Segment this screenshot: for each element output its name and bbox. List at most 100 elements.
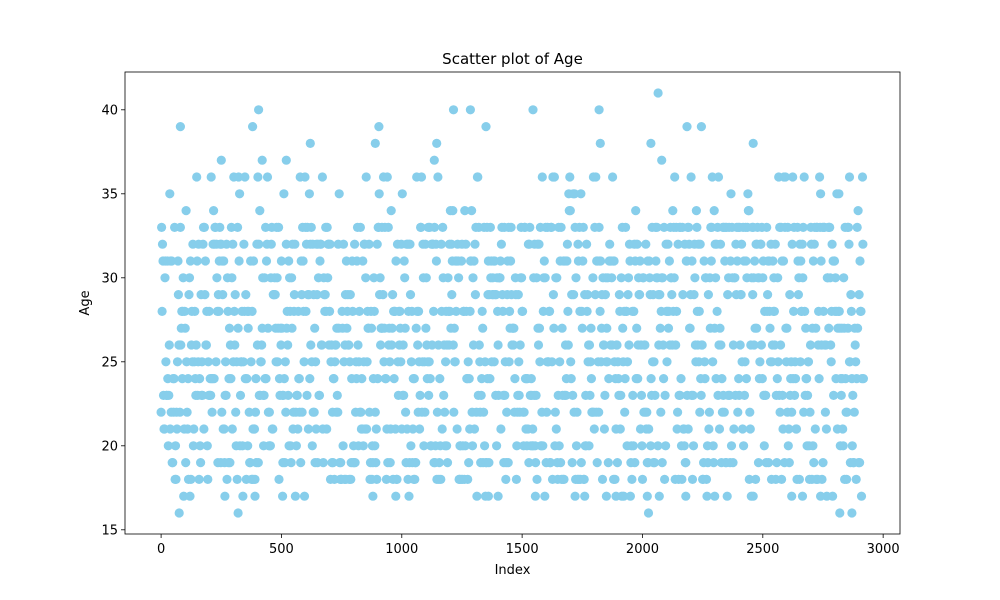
data-point xyxy=(491,290,501,300)
x-tick-label: 2500 xyxy=(746,542,779,557)
data-point xyxy=(741,374,752,384)
data-point xyxy=(814,374,824,384)
data-point xyxy=(531,390,541,400)
data-point xyxy=(400,273,410,283)
data-point xyxy=(569,290,579,300)
data-point xyxy=(452,424,462,434)
data-point xyxy=(485,222,495,232)
data-point xyxy=(470,290,480,300)
data-point xyxy=(826,357,836,367)
data-point xyxy=(182,407,192,417)
data-point xyxy=(415,424,425,434)
data-point xyxy=(700,357,710,367)
data-point xyxy=(404,491,414,501)
data-point xyxy=(810,424,820,434)
data-point xyxy=(784,424,794,434)
data-point xyxy=(582,306,592,316)
data-point xyxy=(514,390,524,400)
data-point xyxy=(199,424,209,434)
data-point xyxy=(406,441,416,451)
data-point xyxy=(751,474,761,484)
data-point xyxy=(695,239,705,249)
y-tick-label: 40 xyxy=(101,103,118,118)
data-point xyxy=(274,222,284,232)
data-point xyxy=(312,290,322,300)
data-point xyxy=(551,424,561,434)
data-point xyxy=(217,407,227,417)
data-point xyxy=(566,374,576,384)
data-point xyxy=(672,306,682,316)
data-point xyxy=(824,323,834,333)
data-point xyxy=(253,458,263,468)
data-point xyxy=(157,222,167,232)
data-point xyxy=(695,407,705,417)
data-point xyxy=(825,222,835,232)
data-point xyxy=(772,458,782,468)
data-point xyxy=(748,138,758,148)
data-point xyxy=(577,323,587,333)
data-point xyxy=(775,407,785,417)
data-point xyxy=(161,357,171,367)
data-point xyxy=(778,256,789,266)
data-point xyxy=(818,458,828,468)
data-point xyxy=(613,374,624,384)
data-point xyxy=(310,323,320,333)
data-point xyxy=(737,239,747,249)
data-point xyxy=(336,458,346,468)
data-point xyxy=(670,172,680,182)
data-point xyxy=(342,323,352,333)
data-point xyxy=(585,357,596,367)
data-point xyxy=(594,105,604,115)
data-point xyxy=(233,508,243,518)
data-point xyxy=(478,323,488,333)
data-point xyxy=(526,374,536,384)
data-point xyxy=(623,273,634,283)
data-point xyxy=(467,206,477,216)
data-point xyxy=(165,424,175,434)
y-tick-label: 20 xyxy=(101,439,118,454)
data-point xyxy=(799,407,809,417)
data-point xyxy=(229,306,239,316)
data-point xyxy=(602,323,612,333)
data-point xyxy=(530,491,541,501)
data-point xyxy=(485,374,495,384)
data-point xyxy=(685,323,695,333)
data-point xyxy=(372,239,382,249)
data-point xyxy=(235,189,245,199)
y-axis-label: Age xyxy=(78,290,93,315)
data-point xyxy=(789,306,799,316)
data-point xyxy=(524,458,534,468)
data-point xyxy=(332,390,342,400)
data-point xyxy=(484,458,494,468)
data-point xyxy=(371,458,381,468)
data-point xyxy=(464,374,474,384)
data-point xyxy=(316,239,326,249)
data-point xyxy=(540,273,550,283)
data-point xyxy=(709,458,719,468)
x-tick-label: 0 xyxy=(157,542,165,557)
data-point xyxy=(463,474,473,484)
data-point xyxy=(676,374,686,384)
data-point xyxy=(562,239,573,249)
data-point xyxy=(354,306,364,316)
data-point xyxy=(646,138,656,148)
data-point xyxy=(632,323,642,333)
data-point xyxy=(197,390,208,400)
data-point xyxy=(175,222,185,232)
data-point xyxy=(682,122,692,132)
data-point xyxy=(654,491,664,501)
data-point xyxy=(188,441,198,451)
data-point xyxy=(604,374,614,384)
data-point xyxy=(821,424,832,434)
data-point xyxy=(752,323,762,333)
data-point xyxy=(338,441,348,451)
data-point xyxy=(480,357,490,367)
data-point xyxy=(730,273,740,283)
data-point xyxy=(653,441,663,451)
data-point xyxy=(854,290,864,300)
data-point xyxy=(602,357,612,367)
data-point xyxy=(668,206,678,216)
data-point xyxy=(344,340,354,350)
data-point xyxy=(621,222,631,232)
data-point xyxy=(646,374,656,384)
